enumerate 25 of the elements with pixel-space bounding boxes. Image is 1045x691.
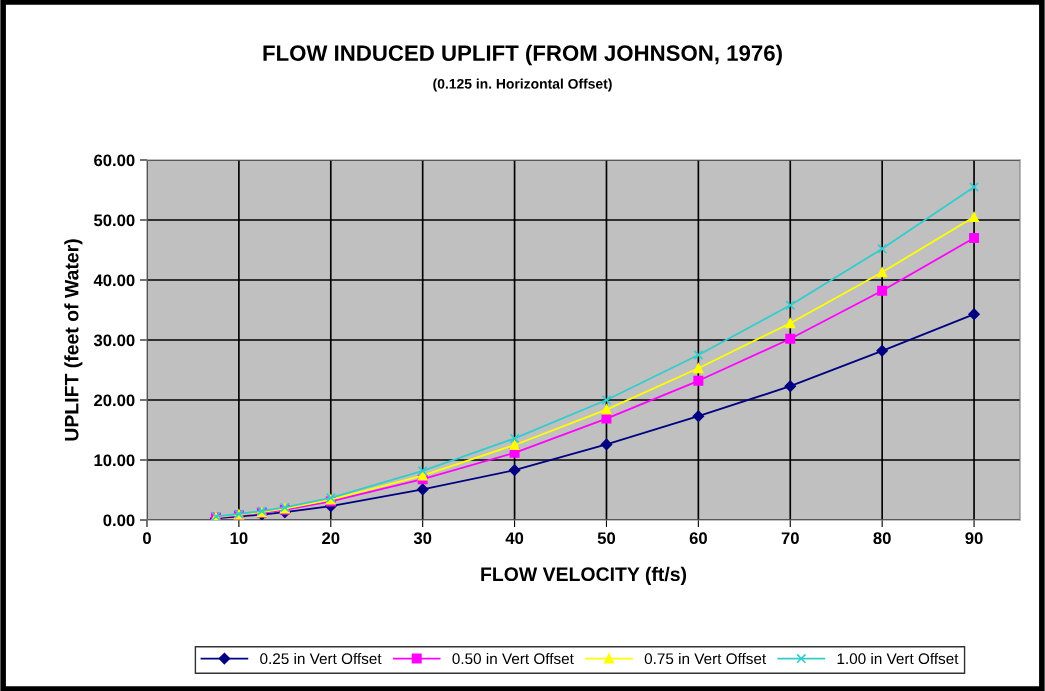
y-axis-title: UPLIFT (feet of Water) [64,239,83,441]
x-tick-label: 20 [322,532,340,545]
y-tick-label: 50.00 [94,214,135,227]
x-tick-label: 70 [781,532,799,545]
x-tick-label: 50 [597,532,616,545]
chart-title: FLOW INDUCED UPLIFT (FROM JOHNSON, 1976) [263,44,782,66]
y-tick-label: 30.00 [93,334,135,347]
x-axis-title: FLOW VELOCITY (ft/s) [481,566,687,585]
y-tick-label: 60.00 [94,154,135,167]
y-tick-label: 10.00 [94,454,135,467]
x-tick-label: 40 [505,532,524,545]
x-tick-label: 10 [230,532,248,545]
x-tick-label: 90 [965,532,983,545]
x-tick-label: 60 [689,532,707,545]
chart-subtitle: (0.125 in. Horizontal Offset) [433,78,612,92]
legend-label: 1.00 in Vert Offset [837,652,959,665]
x-tick-label: 30 [413,532,432,545]
y-tick-label: 20.00 [94,394,135,407]
x-tick-label: 0 [143,532,151,545]
y-tick-label: 40.00 [93,274,135,287]
legend-label: 0.50 in Vert Offset [452,652,574,665]
legend-label: 0.25 in Vert Offset [260,652,382,665]
x-tick-label: 80 [873,532,891,545]
legend-label: 0.75 in Vert Offset [644,652,767,665]
y-tick-label: 0.00 [103,514,135,527]
